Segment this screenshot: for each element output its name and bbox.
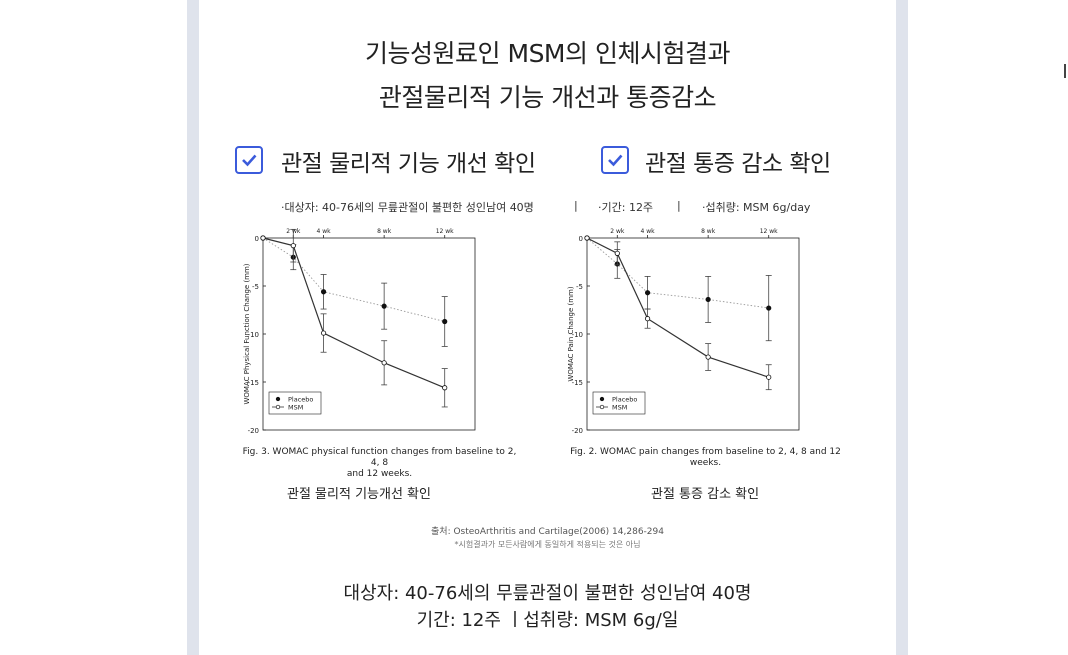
- caption-line: Fig. 2. WOMAC pain changes from baseline…: [570, 447, 841, 457]
- meta-subjects: ·대상자: 40-76세의 무릎관절이 불편한 성인남여 40명: [281, 201, 534, 214]
- legend-label: MSM: [288, 404, 303, 412]
- y-tick-label: -20: [248, 427, 259, 435]
- legend-marker: [599, 396, 605, 402]
- top-tick-label: 4 wk: [641, 228, 656, 235]
- pain-chart: 0 -5 -10 -15 -20 2 wk 4 wk 8 wk 12 wk WOMAC Pain …: [567, 228, 800, 435]
- y-axis-label: WOMAC Pain Change (mm): [567, 286, 575, 381]
- series-line-msm: [586, 237, 769, 378]
- checkbox-icon: [601, 146, 629, 174]
- right-side-border: [896, 0, 908, 655]
- top-tick-label: 2 wk: [610, 228, 625, 235]
- data-point-msm: [614, 250, 620, 256]
- meta-separator: |: [677, 199, 681, 212]
- caption-line: Fig. 3. WOMAC physical function changes …: [242, 447, 517, 468]
- y-tick-label: -15: [572, 379, 583, 387]
- chart-label-function: 관절 물리적 기능개선 확인: [287, 487, 431, 502]
- bottom-subjects: 대상자: 40-76세의 무릎관절이 불편한 성인남여 40명: [343, 583, 752, 604]
- data-point-placebo: [320, 289, 327, 295]
- check-label-function: 관절 물리적 기능 개선 확인: [281, 151, 536, 177]
- y-axis-label: WOMAC Physical Function Change (mm): [243, 263, 251, 404]
- data-point-msm: [766, 374, 772, 380]
- data-point-msm: [705, 354, 711, 360]
- source-citation: 출처: OsteoArthritis and Cartilage(2006) 1…: [431, 527, 664, 537]
- y-tick-label: 0: [579, 235, 583, 243]
- caption-line: weeks.: [689, 458, 722, 468]
- top-tick-label: 12 wk: [760, 228, 778, 235]
- data-point-msm: [320, 330, 327, 336]
- chart-caption-pain: Fig. 2. WOMAC pain changes from baseline…: [563, 447, 848, 469]
- left-side-border: [187, 0, 199, 655]
- series-line-msm: [262, 237, 445, 389]
- y-tick-label: -5: [252, 283, 259, 291]
- data-point-msm: [442, 385, 448, 391]
- check-label-pain: 관절 통증 감소 확인: [645, 151, 831, 177]
- legend-box: [268, 391, 322, 415]
- legend-box: [592, 391, 646, 415]
- data-point-placebo: [705, 296, 711, 303]
- caption-line: and 12 weeks.: [346, 469, 413, 479]
- disclaimer-note: *시험결과가 모든사람에게 동일하게 적용되는 것은 아님: [454, 540, 641, 549]
- data-point-msm: [584, 235, 590, 241]
- data-point-msm: [290, 243, 296, 249]
- top-tick-label: 4 wk: [317, 228, 332, 235]
- series-line-placebo: [586, 237, 769, 309]
- series-line-placebo: [262, 237, 445, 322]
- y-tick-label: -10: [572, 331, 583, 339]
- chart-label-pain: 관절 통증 감소 확인: [651, 487, 760, 502]
- meta-separator: |: [574, 199, 578, 212]
- data-point-placebo: [766, 305, 772, 311]
- y-tick-label: -15: [248, 379, 259, 387]
- bottom-period-dose: 기간: 12주 ㅣ섭취량: MSM 6g/일: [416, 610, 679, 631]
- y-tick-label: 0: [255, 235, 259, 243]
- legend-label: Placebo: [288, 396, 313, 404]
- legend-marker: [275, 396, 281, 402]
- meta-period: ·기간: 12주: [598, 201, 654, 214]
- chart-caption-function: Fig. 3. WOMAC physical function changes …: [237, 447, 522, 480]
- top-tick-label: 12 wk: [436, 228, 454, 235]
- data-point-msm: [644, 316, 651, 322]
- y-tick-label: -10: [248, 331, 259, 339]
- legend-marker: [599, 404, 605, 410]
- top-tick-label: 8 wk: [377, 228, 392, 235]
- data-point-placebo: [442, 318, 448, 325]
- y-tick-label: -20: [572, 427, 583, 435]
- edge-mark: [1064, 64, 1066, 78]
- data-point-placebo: [644, 290, 651, 296]
- title-line-2: 관절물리적 기능 개선과 통증감소: [378, 83, 717, 112]
- legend-marker: [275, 404, 281, 410]
- top-tick-label: 8 wk: [701, 228, 716, 235]
- data-point-msm: [381, 360, 387, 366]
- data-point-placebo: [381, 303, 387, 309]
- checkbox-icon: [235, 146, 263, 174]
- y-tick-label: -5: [576, 283, 583, 291]
- meta-dose: ·섭취량: MSM 6g/day: [702, 201, 811, 214]
- title-line-1: 기능성원료인 MSM의 인체시험결과: [365, 39, 730, 68]
- data-point-msm: [260, 235, 266, 241]
- legend-label: MSM: [612, 404, 627, 412]
- legend-label: Placebo: [612, 396, 637, 404]
- content-card: 기능성원료인 MSM의 인체시험결과 관절물리적 기능 개선과 통증감소 관절 …: [199, 0, 896, 655]
